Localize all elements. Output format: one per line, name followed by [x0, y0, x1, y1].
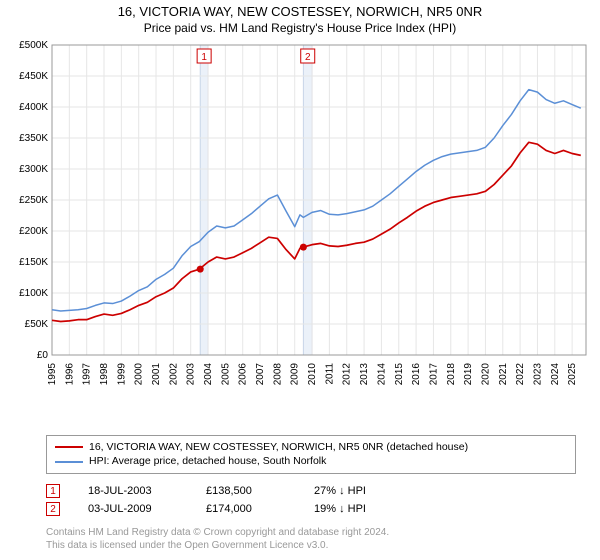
svg-text:£0: £0	[37, 350, 49, 361]
svg-text:2010: 2010	[307, 363, 318, 386]
svg-text:2007: 2007	[255, 363, 266, 386]
sale-delta: 27% ↓ HPI	[314, 485, 404, 497]
svg-text:2017: 2017	[428, 363, 439, 386]
svg-text:2: 2	[305, 52, 311, 63]
attribution: Contains HM Land Registry data © Crown c…	[46, 526, 592, 552]
svg-text:£150K: £150K	[19, 257, 48, 268]
sale-delta: 19% ↓ HPI	[314, 503, 404, 515]
svg-text:2022: 2022	[515, 363, 526, 386]
legend-label: HPI: Average price, detached house, Sout…	[89, 454, 326, 469]
svg-text:2001: 2001	[151, 363, 162, 386]
sale-row: 1 18-JUL-2003 £138,500 27% ↓ HPI	[46, 484, 592, 498]
sale-marker-icon: 2	[46, 502, 60, 516]
sales-table: 1 18-JUL-2003 £138,500 27% ↓ HPI 2 03-JU…	[46, 480, 592, 520]
svg-text:2009: 2009	[290, 363, 301, 386]
svg-text:2006: 2006	[238, 363, 249, 386]
svg-text:1998: 1998	[99, 363, 110, 386]
svg-text:2008: 2008	[272, 363, 283, 386]
legend: 16, VICTORIA WAY, NEW COSTESSEY, NORWICH…	[46, 435, 576, 474]
svg-text:2016: 2016	[411, 363, 422, 386]
svg-text:£100K: £100K	[19, 288, 48, 299]
svg-text:2011: 2011	[324, 363, 335, 385]
price-chart: £0 £50K £100K £150K £200K £250K £300K £350K £400…	[8, 41, 592, 429]
legend-row: 16, VICTORIA WAY, NEW COSTESSEY, NORWICH…	[55, 440, 567, 455]
page-subtitle: Price paid vs. HM Land Registry's House …	[8, 21, 592, 35]
svg-text:2023: 2023	[532, 363, 543, 386]
svg-text:2014: 2014	[376, 363, 387, 386]
sale-row: 2 03-JUL-2009 £174,000 19% ↓ HPI	[46, 502, 592, 516]
svg-text:2004: 2004	[203, 363, 214, 386]
svg-text:£500K: £500K	[19, 41, 48, 51]
page-title: 16, VICTORIA WAY, NEW COSTESSEY, NORWICH…	[8, 4, 592, 19]
svg-text:£300K: £300K	[19, 164, 48, 175]
svg-text:1996: 1996	[64, 363, 75, 386]
svg-text:1999: 1999	[116, 363, 127, 386]
svg-text:2020: 2020	[480, 363, 491, 386]
svg-text:1995: 1995	[47, 363, 58, 386]
svg-text:2012: 2012	[342, 363, 353, 386]
sale-price: £174,000	[206, 503, 286, 515]
sale-marker-icon: 1	[46, 484, 60, 498]
svg-text:£50K: £50K	[25, 319, 49, 330]
svg-text:2018: 2018	[446, 363, 457, 386]
svg-text:2005: 2005	[220, 363, 231, 386]
svg-text:2024: 2024	[550, 363, 561, 386]
sale-date: 18-JUL-2003	[88, 485, 178, 497]
svg-text:2019: 2019	[463, 363, 474, 386]
sale-price: £138,500	[206, 485, 286, 497]
svg-text:2003: 2003	[186, 363, 197, 386]
svg-text:1997: 1997	[82, 363, 93, 386]
sale-date: 03-JUL-2009	[88, 503, 178, 515]
svg-text:2021: 2021	[498, 363, 509, 386]
svg-text:£250K: £250K	[19, 195, 48, 206]
svg-text:2015: 2015	[394, 363, 405, 386]
svg-text:£350K: £350K	[19, 133, 48, 144]
legend-label: 16, VICTORIA WAY, NEW COSTESSEY, NORWICH…	[89, 440, 468, 455]
legend-swatch-hpi	[55, 461, 83, 463]
svg-text:2000: 2000	[134, 363, 145, 386]
svg-text:£400K: £400K	[19, 102, 48, 113]
legend-swatch-property	[55, 446, 83, 448]
svg-text:1: 1	[201, 52, 207, 63]
svg-text:2025: 2025	[567, 363, 578, 386]
svg-text:2002: 2002	[168, 363, 179, 386]
svg-text:£450K: £450K	[19, 71, 48, 82]
legend-row: HPI: Average price, detached house, Sout…	[55, 454, 567, 469]
svg-text:£200K: £200K	[19, 226, 48, 237]
svg-text:2013: 2013	[359, 363, 370, 386]
